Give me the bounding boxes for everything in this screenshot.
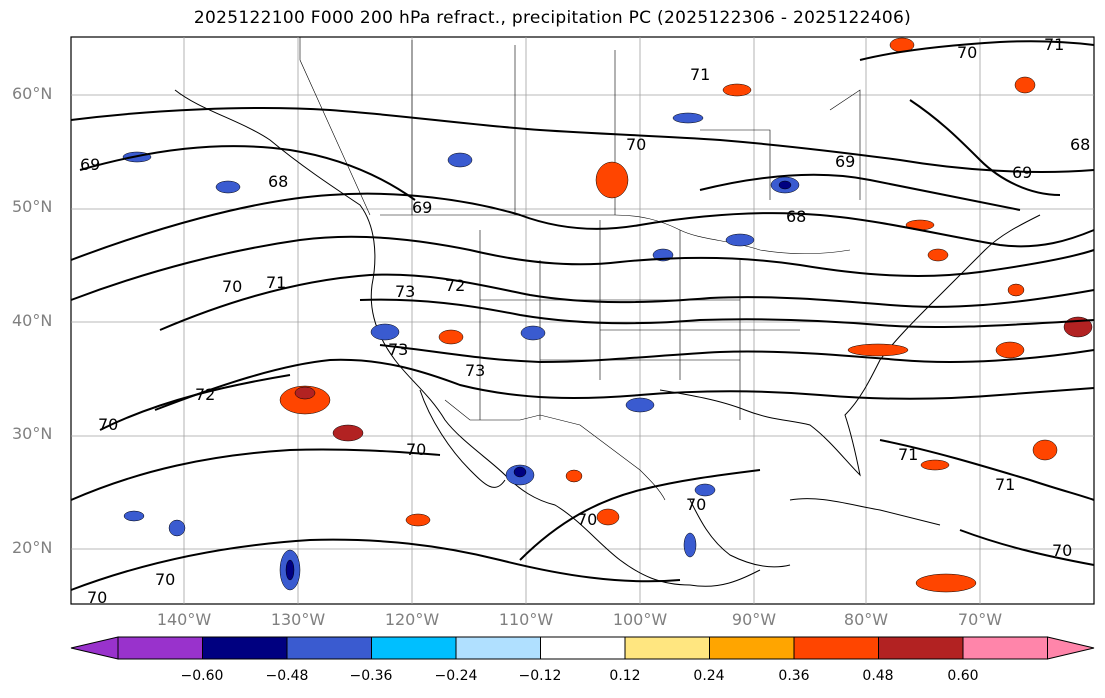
contour-label: 70 xyxy=(957,43,977,62)
contour-label: 69 xyxy=(835,152,855,171)
contour-label: 68 xyxy=(268,172,288,191)
colorbar-tick-label: −0.36 xyxy=(349,668,393,684)
contour-label: 70 xyxy=(98,415,118,434)
contour-label: 70 xyxy=(626,135,646,154)
lon-label: 130°W xyxy=(270,610,326,629)
contour-label: 72 xyxy=(445,276,465,295)
colorbar-bin xyxy=(371,636,457,660)
lon-label: 80°W xyxy=(843,610,889,629)
contour-label: 71 xyxy=(898,445,918,464)
lat-label: 30°N xyxy=(12,424,53,443)
colorbar-bin xyxy=(202,636,288,660)
contour-label: 69 xyxy=(80,155,100,174)
contour-label: 73 xyxy=(388,340,408,359)
colorbar-bin xyxy=(117,636,203,660)
lat-label: 60°N xyxy=(12,84,53,103)
gridlines xyxy=(71,37,1094,604)
contour-label: 72 xyxy=(195,385,215,404)
colorbar-extend-low xyxy=(70,636,119,660)
colorbar-bin xyxy=(709,636,795,660)
contour-label: 70 xyxy=(222,277,242,296)
lon-label: 140°W xyxy=(156,610,212,629)
contour-lines xyxy=(70,40,1095,591)
colorbar-bin xyxy=(455,636,541,660)
colorbar-tick-label: 0.12 xyxy=(609,668,641,684)
contour-label: 71 xyxy=(995,475,1015,494)
colorbar-bin xyxy=(878,636,964,660)
map-title: 2025122100 F000 200 hPa refract., precip… xyxy=(193,8,912,28)
lat-label: 20°N xyxy=(12,538,53,557)
lat-label: 50°N xyxy=(12,197,53,216)
contour-label: 68 xyxy=(1070,135,1090,154)
colorbar-bin xyxy=(286,636,372,660)
colorbar-bin xyxy=(540,636,626,660)
contour-label: 71 xyxy=(266,273,286,292)
contour-label: 68 xyxy=(786,207,806,226)
colorbar-tick-label: −0.12 xyxy=(518,668,562,684)
colorbar-bin xyxy=(962,636,1048,660)
coastlines xyxy=(174,89,1041,587)
colorbar xyxy=(70,636,1095,660)
contour-label-group: 70 71 69 68 69 70 71 73 72 73 73 72 70 7… xyxy=(80,35,1090,607)
contour-label: 71 xyxy=(1044,35,1064,54)
contour-label: 70 xyxy=(87,588,107,607)
colorbar-tick-label: 0.60 xyxy=(947,668,979,684)
lon-label: 100°W xyxy=(612,610,668,629)
contour-label: 73 xyxy=(465,361,485,380)
contour-label: 69 xyxy=(1012,163,1032,182)
contour-label: 70 xyxy=(1052,541,1072,560)
colorbar-tick-label: −0.48 xyxy=(265,668,309,684)
precip-shading xyxy=(122,37,1093,593)
colorbar-tick-label: 0.24 xyxy=(693,668,725,684)
contour-label: 70 xyxy=(686,495,706,514)
contour-label: 70 xyxy=(577,510,597,529)
lat-label: 40°N xyxy=(12,311,53,330)
precip-positive xyxy=(279,385,331,415)
colorbar-bin xyxy=(624,636,710,660)
colorbar-tick-label: 0.48 xyxy=(862,668,894,684)
contour-label: 70 xyxy=(155,570,175,589)
colorbar-extend-high xyxy=(1047,636,1095,660)
lon-label: 120°W xyxy=(384,610,440,629)
colorbar-bin xyxy=(793,636,879,660)
lon-label: 90°W xyxy=(731,610,777,629)
contour-label: 73 xyxy=(395,282,415,301)
contour-label: 71 xyxy=(690,65,710,84)
lon-label: 70°W xyxy=(957,610,1003,629)
contour-label: 70 xyxy=(406,440,426,459)
colorbar-tick-label: −0.24 xyxy=(434,668,478,684)
colorbar-tick-label: −0.60 xyxy=(180,668,224,684)
lon-label: 110°W xyxy=(498,610,554,629)
contour-label: 69 xyxy=(412,198,432,217)
colorbar-tick-label: 0.36 xyxy=(778,668,810,684)
